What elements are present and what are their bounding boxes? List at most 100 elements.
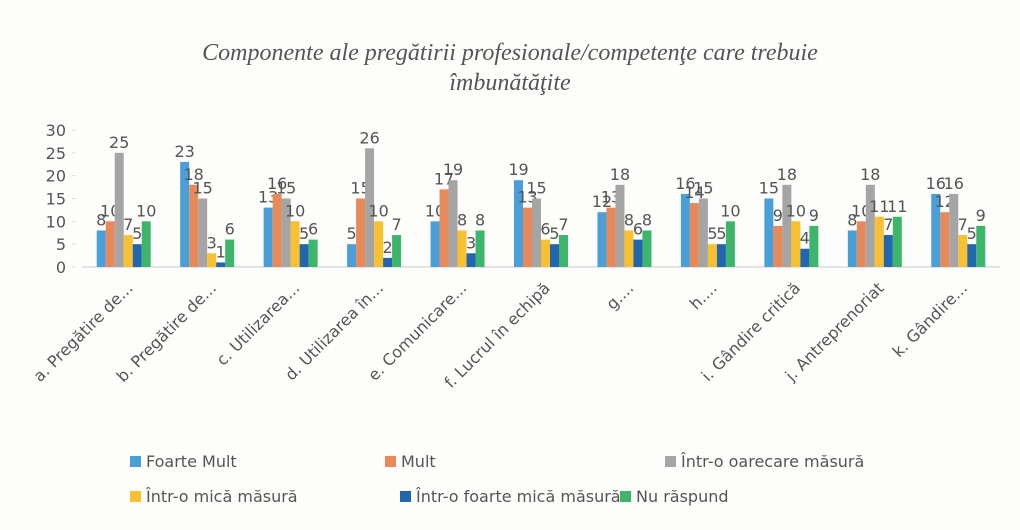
bar — [308, 239, 318, 267]
bar — [225, 239, 235, 267]
data-label: 8 — [96, 210, 106, 229]
data-label: 15 — [193, 179, 213, 198]
legend-swatch — [400, 491, 411, 502]
bar — [707, 244, 717, 267]
data-label: 8 — [642, 210, 652, 229]
data-label: 6 — [540, 220, 550, 239]
bar — [874, 216, 884, 267]
data-label: 7 — [391, 215, 401, 234]
legend-label: Nu răspund — [636, 487, 729, 506]
bar — [216, 262, 226, 267]
data-label: 11 — [869, 197, 889, 216]
data-label: 8 — [457, 210, 467, 229]
bar — [514, 180, 523, 267]
data-label: 6 — [225, 220, 235, 239]
data-label: 16 — [675, 174, 695, 193]
bar — [976, 225, 986, 267]
bar — [180, 161, 190, 267]
bar — [198, 198, 208, 267]
data-label: 1 — [216, 242, 226, 261]
bar — [940, 212, 950, 267]
data-label: 10 — [136, 201, 156, 220]
bar — [475, 230, 485, 267]
data-label: 19 — [443, 160, 463, 179]
bar — [865, 184, 875, 267]
data-label: 18 — [860, 165, 880, 184]
x-tick-label: k. Gândire... — [889, 278, 972, 361]
legend-label: Foarte Mult — [146, 452, 237, 471]
data-label: 19 — [508, 160, 528, 179]
bar — [272, 193, 282, 267]
y-tick-label: 5 — [56, 235, 66, 254]
y-tick-label: 25 — [46, 144, 66, 163]
y-tick-label: 20 — [46, 167, 66, 186]
bar — [430, 221, 440, 267]
data-label: 5 — [346, 224, 356, 243]
bar — [448, 180, 458, 267]
data-label: 5 — [707, 224, 717, 243]
bar — [114, 152, 124, 267]
data-label: 8 — [847, 210, 857, 229]
bar — [132, 244, 142, 267]
bar — [356, 198, 366, 267]
bar — [883, 235, 893, 267]
bar — [633, 239, 643, 267]
data-label: 7 — [558, 215, 568, 234]
data-label: 26 — [359, 128, 379, 147]
bar — [439, 189, 449, 267]
data-label: 5 — [132, 224, 142, 243]
bar — [457, 230, 467, 267]
x-tick-label: h.... — [686, 278, 721, 313]
data-label: 8 — [475, 210, 485, 229]
bar — [466, 253, 476, 267]
data-label: 18 — [184, 165, 204, 184]
bar — [392, 235, 402, 267]
data-label: 5 — [549, 224, 559, 243]
data-label: 16 — [267, 174, 287, 193]
bar — [550, 244, 559, 267]
data-label: 10 — [285, 201, 305, 220]
bar — [725, 221, 735, 267]
data-label: 4 — [800, 229, 810, 248]
bar — [347, 244, 357, 267]
bar — [624, 230, 634, 267]
data-label: 5 — [967, 224, 977, 243]
bar — [680, 193, 690, 267]
legend-label: Mult — [401, 452, 436, 471]
data-label: 2 — [382, 238, 392, 257]
data-label: 10 — [720, 201, 740, 220]
bar — [597, 212, 607, 267]
bar — [523, 207, 532, 267]
chart-title: Componente ale pregătirii profesionale/c… — [202, 40, 818, 96]
data-label: 23 — [175, 142, 195, 161]
bar — [299, 244, 309, 267]
data-label: 10 — [368, 201, 388, 220]
legend-swatch — [620, 491, 631, 502]
bar — [374, 221, 384, 267]
bar — [967, 244, 977, 267]
data-label: 15 — [759, 179, 779, 198]
bar — [541, 239, 550, 267]
data-label: 3 — [207, 233, 217, 252]
data-label: 16 — [944, 174, 964, 193]
legend-swatch — [130, 491, 141, 502]
data-label: 16 — [926, 174, 946, 193]
bar — [782, 184, 792, 267]
data-label: 9 — [976, 206, 986, 225]
data-label: 11 — [887, 197, 907, 216]
y-tick-label: 0 — [56, 258, 66, 277]
bar — [958, 235, 968, 267]
bar — [290, 221, 300, 267]
data-label: 5 — [716, 224, 726, 243]
bar — [96, 230, 106, 267]
data-label: 12 — [592, 192, 612, 211]
bar — [281, 198, 291, 267]
data-label: 6 — [308, 220, 318, 239]
data-label: 15 — [526, 179, 546, 198]
bar — [141, 221, 151, 267]
legend-swatch — [665, 456, 676, 467]
bar — [559, 235, 568, 267]
bar — [207, 253, 217, 267]
data-label: 18 — [610, 165, 630, 184]
bar — [856, 221, 866, 267]
